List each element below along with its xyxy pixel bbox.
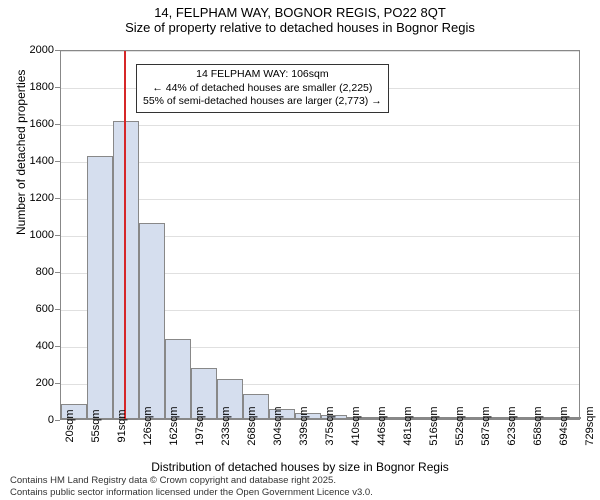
x-tick-label: 20sqm	[64, 409, 76, 442]
y-tick-label: 600	[36, 303, 54, 315]
x-tick-label: 446sqm	[376, 406, 388, 445]
y-tick-label: 200	[36, 377, 54, 389]
y-tick	[55, 87, 60, 88]
chart-container: 14, FELPHAM WAY, BOGNOR REGIS, PO22 8QT …	[0, 0, 600, 500]
annotation-line2: ← 44% of detached houses are smaller (2,…	[143, 82, 382, 96]
x-tick-label: 126sqm	[142, 406, 154, 445]
y-tick-label: 800	[36, 266, 54, 278]
chart-title: 14, FELPHAM WAY, BOGNOR REGIS, PO22 8QT	[0, 0, 600, 20]
y-tick-label: 1800	[30, 81, 54, 93]
x-tick-label: 729sqm	[584, 406, 596, 445]
y-tick-label: 1200	[30, 192, 54, 204]
x-tick-label: 694sqm	[558, 406, 570, 445]
x-tick-label: 91sqm	[116, 409, 128, 442]
x-tick-label: 481sqm	[402, 406, 414, 445]
y-tick-label: 0	[48, 414, 54, 426]
x-tick-label: 375sqm	[324, 406, 336, 445]
y-tick	[55, 420, 60, 421]
annotation-line3: 55% of semi-detached houses are larger (…	[143, 95, 382, 109]
x-tick-label: 516sqm	[428, 406, 440, 445]
x-tick-label: 339sqm	[298, 406, 310, 445]
y-tick	[55, 235, 60, 236]
x-tick-label: 623sqm	[506, 406, 518, 445]
footer-line1: Contains HM Land Registry data © Crown c…	[10, 475, 373, 486]
histogram-bar	[139, 223, 165, 419]
y-tick-label: 1400	[30, 155, 54, 167]
y-tick	[55, 383, 60, 384]
y-tick	[55, 346, 60, 347]
y-tick	[55, 198, 60, 199]
grid-line	[61, 51, 579, 52]
plot-container: 0200400600800100012001400160018002000 20…	[60, 50, 580, 420]
y-tick	[55, 272, 60, 273]
y-tick	[55, 161, 60, 162]
y-axis-title: Number of detached properties	[14, 70, 28, 235]
y-tick	[55, 50, 60, 51]
footer: Contains HM Land Registry data © Crown c…	[10, 475, 373, 498]
x-tick-label: 587sqm	[480, 406, 492, 445]
histogram-bar	[87, 156, 113, 419]
x-tick-label: 233sqm	[220, 406, 232, 445]
y-tick	[55, 309, 60, 310]
annotation-line1: 14 FELPHAM WAY: 106sqm	[143, 68, 382, 82]
marker-line	[124, 51, 126, 419]
x-tick-label: 658sqm	[532, 406, 544, 445]
y-tick	[55, 124, 60, 125]
x-axis-title: Distribution of detached houses by size …	[0, 460, 600, 474]
x-tick-label: 162sqm	[168, 406, 180, 445]
x-tick-label: 55sqm	[90, 409, 102, 442]
x-tick-label: 410sqm	[350, 406, 362, 445]
y-tick-label: 1000	[30, 229, 54, 241]
x-tick-label: 552sqm	[454, 406, 466, 445]
y-tick-label: 400	[36, 340, 54, 352]
annotation-box: 14 FELPHAM WAY: 106sqm ← 44% of detached…	[136, 64, 389, 113]
y-tick-label: 1600	[30, 118, 54, 130]
chart-subtitle: Size of property relative to detached ho…	[0, 20, 600, 40]
x-tick-label: 304sqm	[272, 406, 284, 445]
x-tick-label: 197sqm	[194, 406, 206, 445]
y-tick-label: 2000	[30, 44, 54, 56]
x-tick-label: 268sqm	[246, 406, 258, 445]
footer-line2: Contains public sector information licen…	[10, 487, 373, 498]
